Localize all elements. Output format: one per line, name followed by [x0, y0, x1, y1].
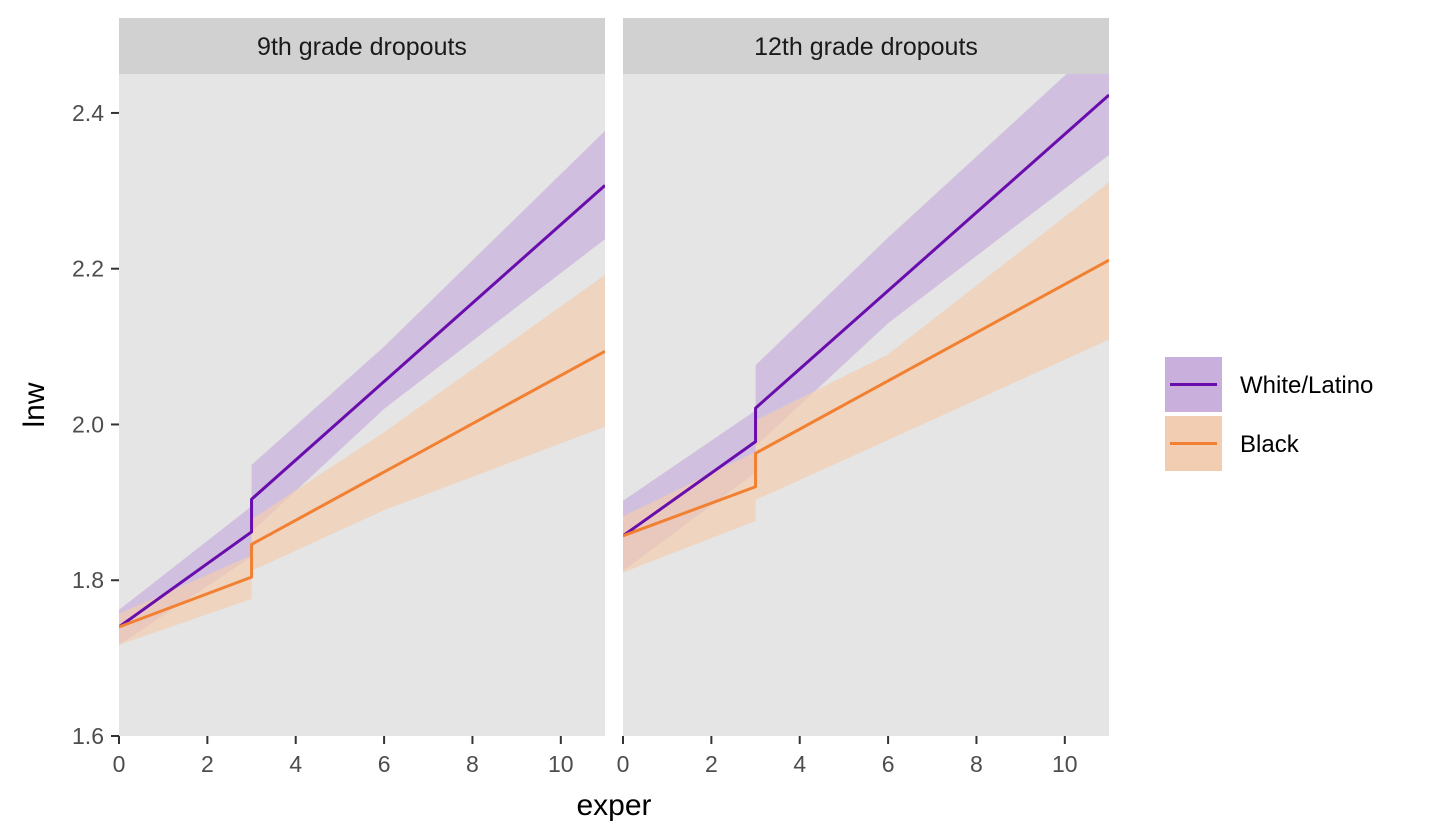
x-tick-label: 4: [793, 751, 806, 777]
legend-item-white-latino: White/Latino: [1165, 357, 1373, 412]
legend-label-black: Black: [1240, 431, 1300, 458]
x-tick-label: 10: [1052, 751, 1078, 777]
series-line-black: [119, 349, 605, 629]
plot-area: [623, 74, 1109, 573]
panel-9th-grade: 9th grade dropouts: [119, 18, 605, 736]
x-tick-label: 4: [289, 751, 302, 777]
panel-title: 9th grade dropouts: [257, 33, 467, 61]
series-line-white-latino: [623, 93, 1109, 538]
x-tick-label: 0: [113, 751, 126, 777]
x-tick-label: 10: [548, 751, 574, 777]
x-tick-label: 2: [705, 751, 718, 777]
panel-12th-grade: 12th grade dropouts: [623, 18, 1109, 736]
y-tick-label: 2.4: [72, 100, 104, 126]
strip-background: [623, 18, 1109, 74]
x-axis-panel-1: 0 2 4 6 8 10: [113, 736, 574, 777]
y-tick-label: 2.2: [72, 256, 104, 282]
ci-ribbon-white-latino: [119, 130, 605, 645]
panel-title: 12th grade dropouts: [754, 33, 978, 61]
y-tick-label: 1.8: [72, 567, 104, 593]
y-tick-label: 1.6: [72, 723, 104, 749]
x-axis-title: exper: [576, 789, 651, 822]
x-tick-label: 0: [617, 751, 630, 777]
y-axis: 1.6 1.8 2.0 2.2 2.4: [72, 100, 119, 749]
x-tick-label: 8: [466, 751, 479, 777]
strip-background: [119, 18, 605, 74]
legend-item-black: Black: [1165, 416, 1300, 471]
ci-ribbon-black: [623, 182, 1109, 573]
x-tick-label: 6: [378, 751, 391, 777]
x-tick-label: 6: [882, 751, 895, 777]
series-line-black: [623, 258, 1109, 538]
y-tick-label: 2.0: [72, 411, 104, 437]
series-line-white-latino: [119, 184, 605, 629]
x-tick-label: 8: [970, 751, 983, 777]
ci-ribbon-black: [119, 274, 605, 645]
plot-area: [119, 130, 605, 645]
ci-ribbon-white-latino: [623, 74, 1109, 571]
x-tick-label: 2: [201, 751, 214, 777]
x-axis-panel-2: 0 2 4 6 8 10: [617, 736, 1078, 777]
y-axis-title: lnw: [18, 382, 51, 427]
legend-label-white-latino: White/Latino: [1240, 372, 1373, 399]
legend: White/Latino Black: [1165, 357, 1373, 471]
